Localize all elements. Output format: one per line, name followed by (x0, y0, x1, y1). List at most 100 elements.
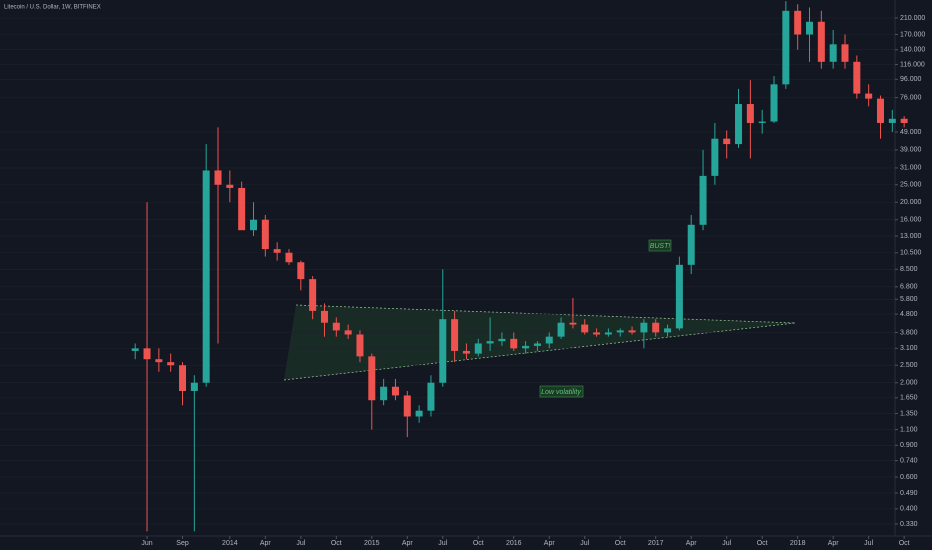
candle-body (888, 118, 896, 123)
candle-body (238, 187, 246, 231)
candle-body (498, 338, 506, 342)
candle-body (806, 21, 814, 35)
candle-body (675, 264, 683, 329)
candle-body (427, 382, 435, 411)
y-tick-label: 3.800 (900, 329, 918, 336)
candle-body (652, 322, 660, 333)
x-tick-label: 2016 (506, 540, 522, 547)
candle-body (261, 219, 269, 250)
y-tick-label: 10.500 (900, 250, 922, 257)
candle-body (628, 330, 636, 333)
x-tick-label: Jul (580, 540, 589, 547)
candle-body (687, 224, 695, 265)
candle-body (214, 170, 222, 185)
x-tick-label: Apr (828, 540, 840, 547)
x-tick-label: Oct (615, 540, 626, 547)
y-tick-label: 0.490 (900, 490, 918, 497)
candle-body (486, 341, 494, 344)
candle-body (817, 21, 825, 62)
x-tick-label: Jun (141, 540, 152, 547)
y-tick-label: 210.000 (900, 15, 925, 22)
y-tick-label: 5.800 (900, 296, 918, 303)
y-tick-label: 96.000 (900, 76, 922, 83)
candle-body (226, 184, 234, 188)
y-tick-label: 3.100 (900, 345, 918, 352)
x-tick-label: Oct (757, 540, 768, 547)
candle-body (593, 332, 601, 335)
y-tick-label: 6.800 (900, 284, 918, 291)
y-tick-label: 0.740 (900, 458, 918, 465)
candle-body (545, 336, 553, 344)
y-tick-label: 31.000 (900, 165, 922, 172)
candle-body (415, 410, 423, 417)
candle-body (569, 322, 577, 325)
candle-body (380, 386, 388, 401)
candle-body (273, 249, 281, 253)
y-tick-label: 0.600 (900, 474, 918, 481)
candle-body (841, 44, 849, 62)
y-tick-label: 170.000 (900, 31, 925, 38)
candle-body (344, 330, 352, 335)
candle-body (711, 138, 719, 176)
y-tick-label: 0.330 (900, 521, 918, 528)
candle-body (439, 319, 447, 383)
y-tick-label: 116.000 (900, 61, 925, 68)
candle-body (143, 348, 151, 360)
x-tick-label: Jul (722, 540, 731, 547)
candle-body (557, 322, 565, 337)
x-tick-label: Oct (473, 540, 484, 547)
candle-body (900, 118, 908, 123)
candle-body (190, 382, 198, 391)
candle-body (202, 170, 210, 383)
x-tick-label: Sep (176, 540, 189, 547)
y-tick-label: 76.000 (900, 94, 922, 101)
x-tick-label: Apr (402, 540, 414, 547)
candle-body (474, 343, 482, 354)
candle-body (332, 322, 340, 331)
x-tick-label: Apr (544, 540, 556, 547)
candle-body (297, 262, 305, 280)
x-tick-label: Apr (686, 540, 698, 547)
candle-body (179, 365, 187, 391)
candle-body (746, 104, 754, 123)
annotation-box (648, 239, 672, 252)
x-tick-label: Jul (296, 540, 305, 547)
x-tick-label: Jul (438, 540, 447, 547)
annotation: Low volatility (541, 389, 581, 396)
y-tick-label: 2.500 (900, 362, 918, 369)
candle-body (391, 386, 399, 396)
y-tick-label: 1.350 (900, 410, 918, 417)
candle-body (368, 356, 376, 401)
y-tick-label: 8.500 (900, 266, 918, 273)
candle-body (581, 324, 589, 333)
candle-body (250, 219, 257, 231)
x-tick-label: 2017 (648, 540, 664, 547)
annotation: BUST! (650, 243, 671, 250)
x-tick-label: 2018 (790, 540, 806, 547)
chart-title: Litecoin / U.S. Dollar, 1W, BITFINEX (4, 5, 101, 11)
x-tick-label: 2015 (364, 540, 380, 547)
candle-body (876, 98, 884, 123)
candle-body (167, 362, 175, 366)
candle-body (829, 44, 837, 62)
candle-body (309, 279, 317, 311)
candle-body (285, 252, 293, 263)
candle-body (510, 338, 518, 349)
candle-body (664, 328, 672, 333)
y-tick-label: 1.100 (900, 426, 918, 433)
candle-body (604, 332, 612, 335)
y-tick-label: 20.000 (900, 199, 922, 206)
y-tick-label: 0.900 (900, 442, 918, 449)
candle-body (616, 330, 624, 333)
candle-body (699, 175, 707, 225)
candle-body (794, 10, 802, 35)
x-tick-label: Oct (899, 540, 910, 547)
triangle-pattern (284, 305, 795, 380)
candle-body (770, 84, 778, 122)
y-tick-label: 49.000 (900, 129, 922, 136)
candle-body (131, 348, 139, 351)
candle-body (451, 319, 459, 351)
candle-body (522, 345, 530, 349)
